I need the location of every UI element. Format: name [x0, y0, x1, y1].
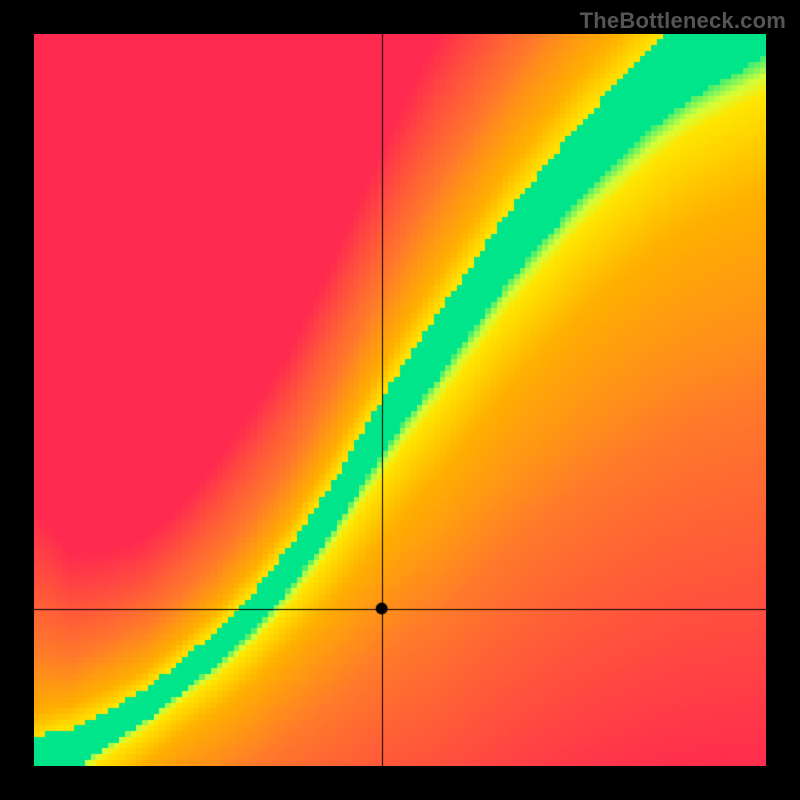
watermark-text: TheBottleneck.com: [580, 8, 786, 34]
bottleneck-heatmap: [34, 34, 766, 766]
chart-container: TheBottleneck.com: [0, 0, 800, 800]
